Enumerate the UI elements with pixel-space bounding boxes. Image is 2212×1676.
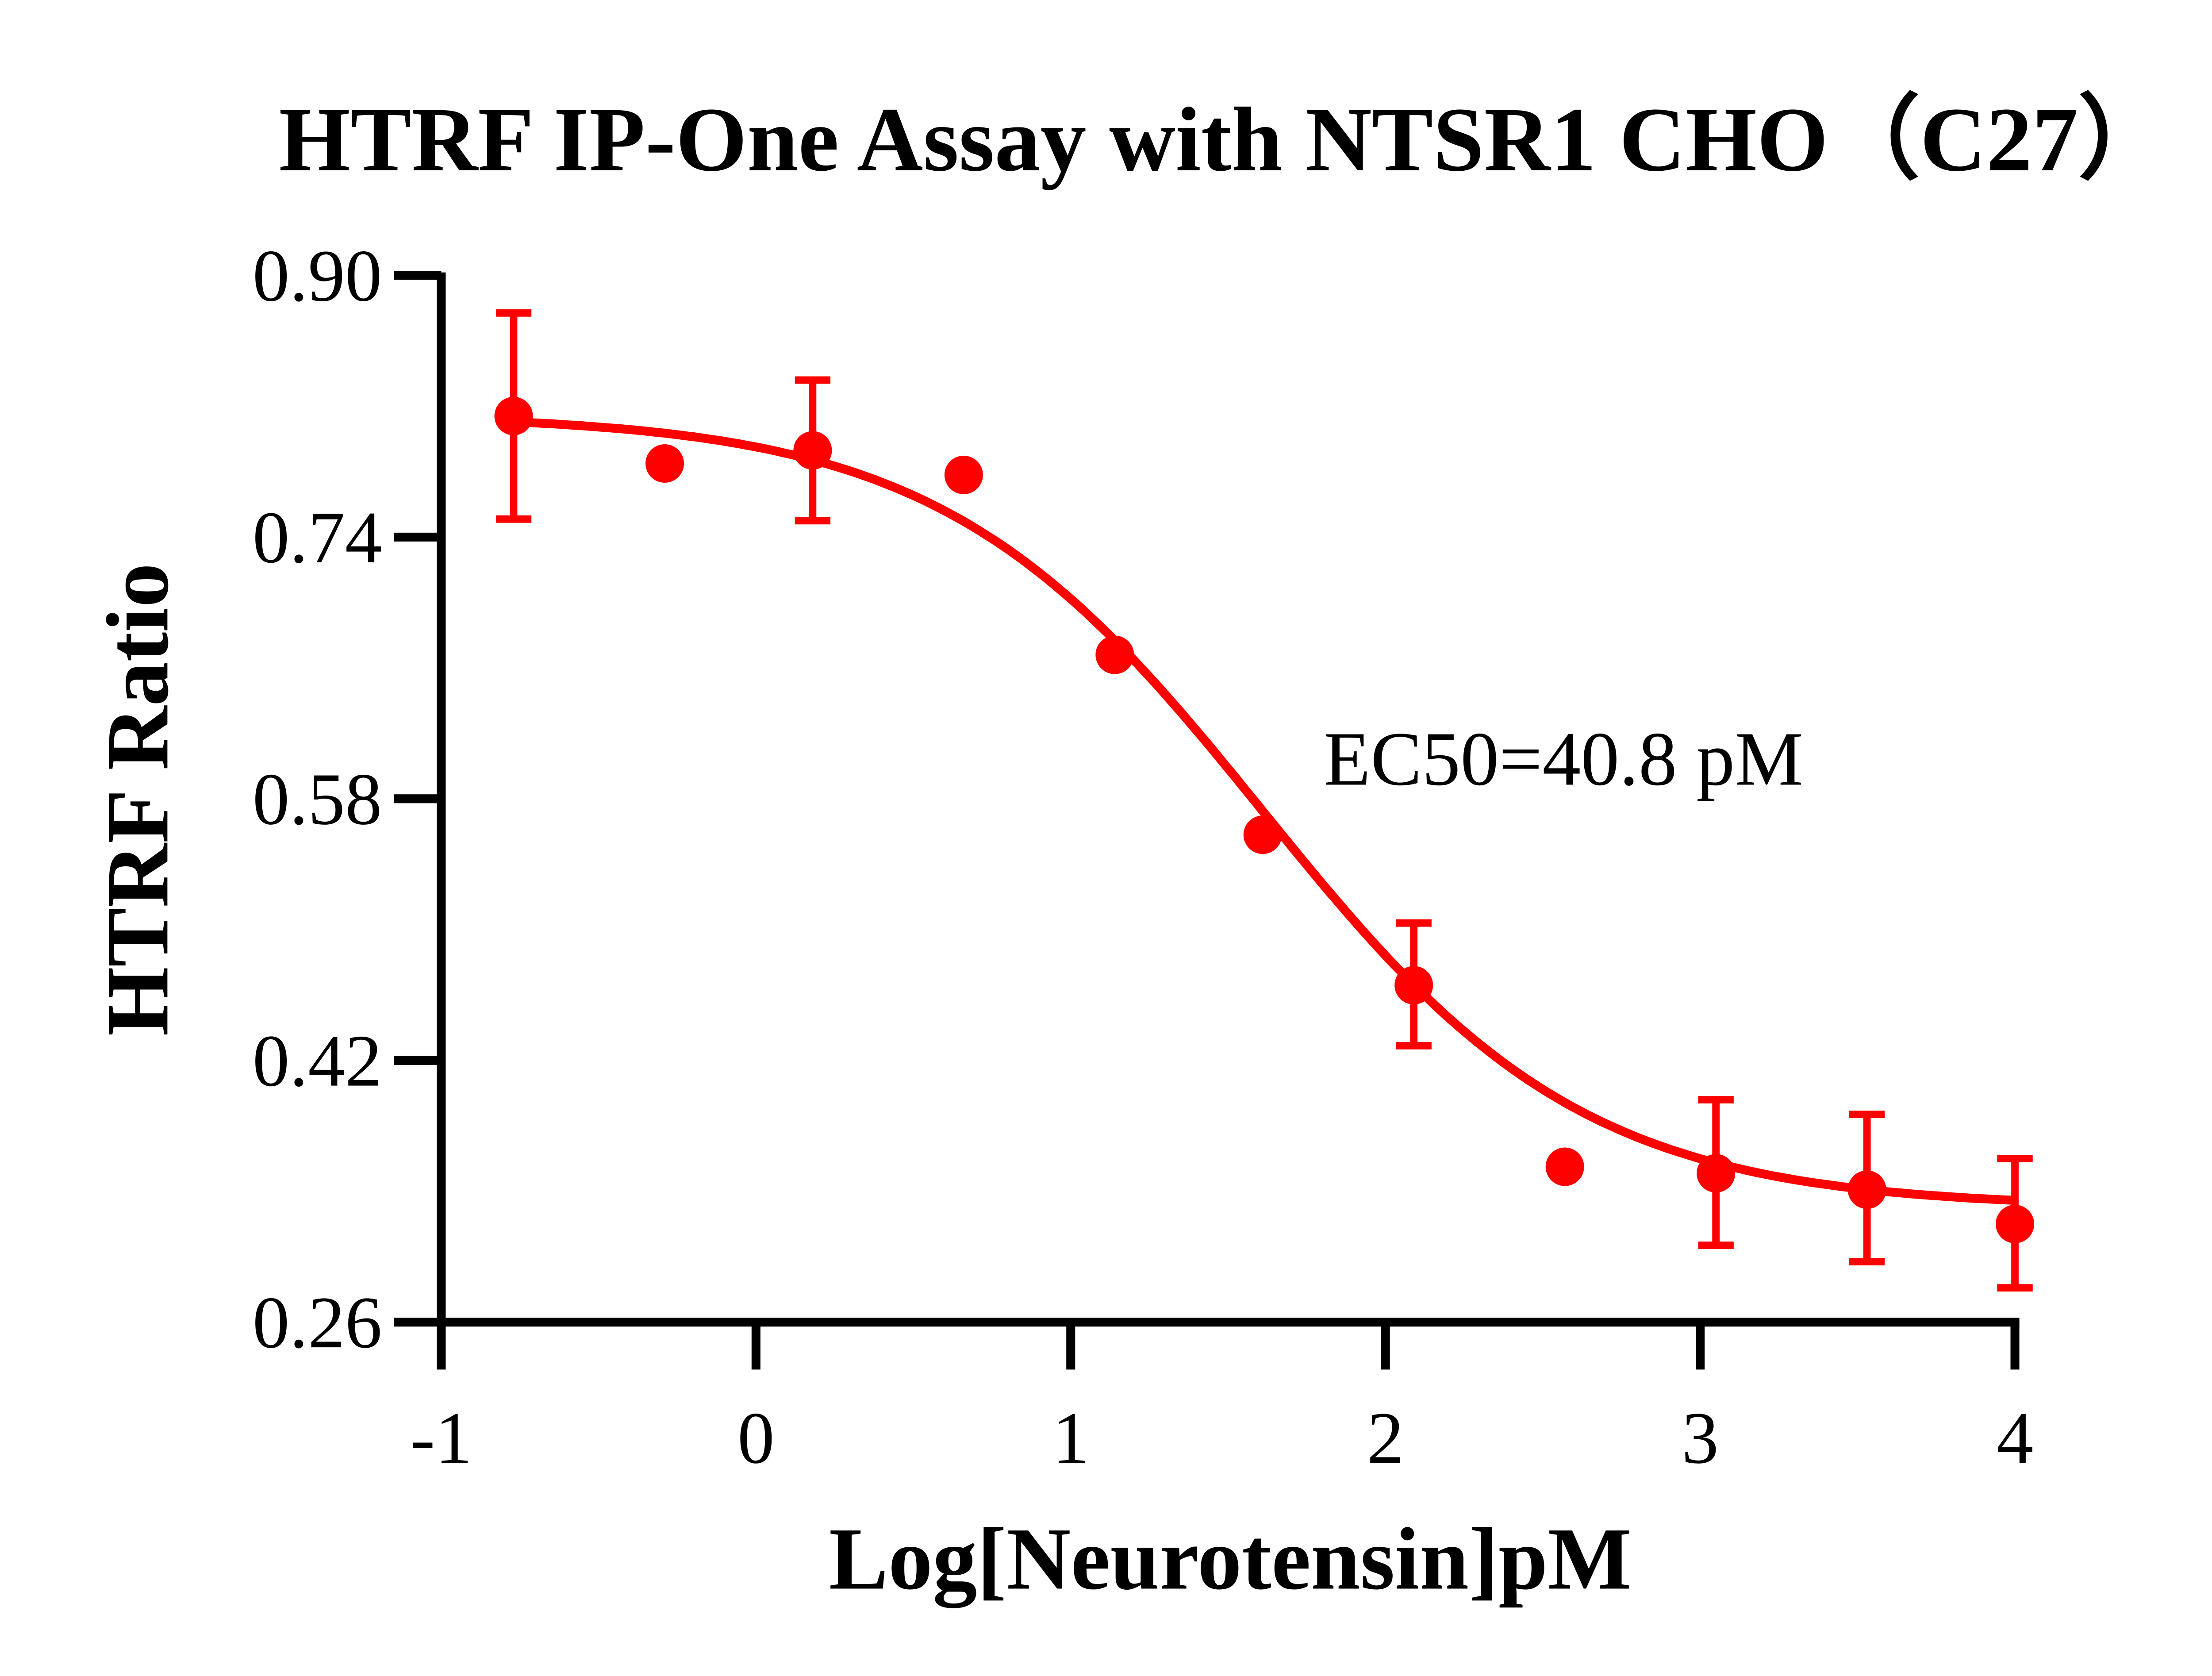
data-point: [1243, 815, 1282, 854]
data-point: [1095, 635, 1134, 674]
y-tick-label: 0.58: [253, 758, 382, 840]
data-point: [645, 444, 684, 483]
x-axis-label: Log[Neurotensin]pM: [829, 1510, 1632, 1608]
x-tick-label: 3: [1682, 1397, 1719, 1479]
x-tick-label: 1: [1052, 1397, 1089, 1479]
data-point: [494, 396, 533, 435]
chart-title: HTRF IP-One Assay with NTSR1 CHO（C27）: [279, 88, 2170, 190]
data-point: [1847, 1170, 1886, 1209]
data-point: [1394, 966, 1433, 1005]
fit-curve: [513, 417, 2015, 1205]
x-tick-label: 2: [1367, 1397, 1404, 1479]
data-point: [944, 455, 983, 494]
data-marks: [494, 309, 2035, 1292]
data-point: [1996, 1204, 2035, 1243]
y-axis-label: HTRF Ratio: [88, 563, 187, 1036]
x-tick-label: 4: [1997, 1397, 2034, 1479]
x-tick-label: 0: [737, 1397, 775, 1479]
ec50-annotation: EC50=40.8 pM: [1324, 716, 1803, 802]
y-tick-label: 0.90: [253, 235, 382, 317]
data-point: [1545, 1147, 1584, 1186]
data-point: [793, 431, 832, 470]
y-tick-label: 0.42: [253, 1020, 382, 1102]
y-tick-label: 0.26: [253, 1282, 382, 1364]
y-tick-label: 0.74: [253, 497, 382, 579]
x-tick-label: -1: [411, 1397, 472, 1479]
axes: 0.26 0.42 0.58 0.74 0.90 -1 0 1 2 3 4: [253, 235, 2034, 1479]
data-point: [1697, 1154, 1736, 1193]
